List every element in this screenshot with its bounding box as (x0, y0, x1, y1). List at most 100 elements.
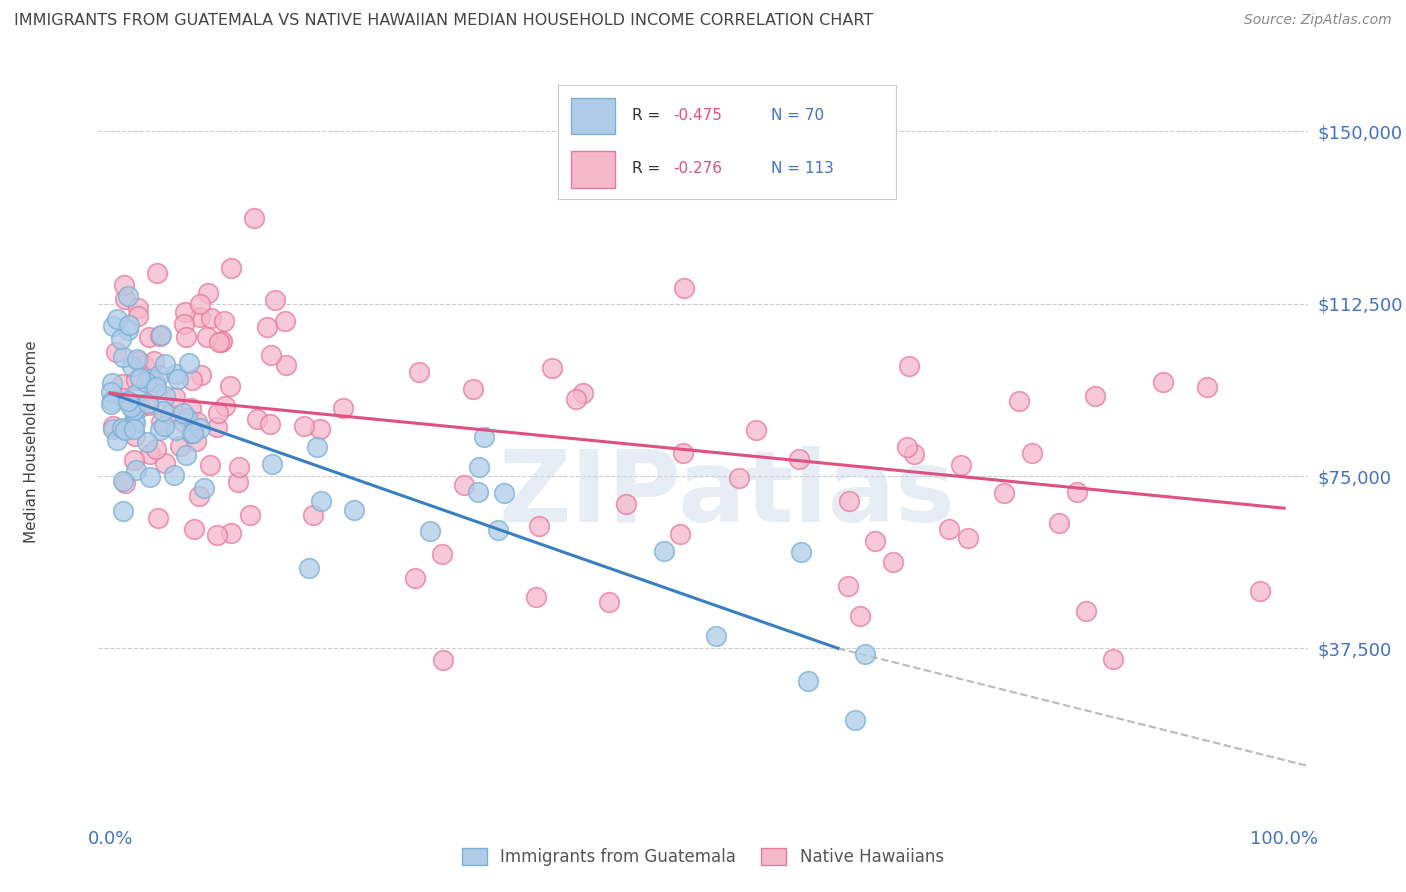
Point (209, 335, 232, 350)
Point (173, 305, 195, 319)
Point (744, 423, 766, 437)
Point (214, 400, 236, 414)
Point (207, 528, 229, 542)
Point (190, 368, 212, 383)
Point (184, 434, 207, 449)
Point (114, 475, 136, 490)
Point (188, 489, 211, 503)
Point (524, 591, 547, 605)
Point (180, 426, 202, 441)
Point (153, 456, 176, 470)
Point (129, 370, 152, 384)
Point (138, 398, 160, 412)
Point (207, 406, 229, 420)
Point (181, 374, 204, 388)
Point (837, 579, 859, 593)
Point (127, 301, 149, 316)
Point (896, 440, 918, 454)
Point (138, 329, 160, 343)
Point (177, 356, 200, 370)
Point (127, 309, 149, 323)
Point (166, 372, 188, 386)
Point (343, 502, 366, 516)
Point (125, 373, 148, 387)
Point (256, 319, 278, 334)
Point (292, 419, 315, 434)
Point (114, 423, 136, 437)
Point (125, 386, 148, 401)
Point (181, 426, 204, 441)
Point (143, 376, 166, 390)
Point (149, 327, 172, 342)
Point (173, 317, 195, 331)
Point (188, 421, 211, 435)
Point (112, 391, 135, 405)
Point (135, 375, 157, 389)
Point (118, 318, 141, 333)
Point (302, 508, 325, 522)
Point (120, 400, 142, 414)
Point (208, 335, 231, 350)
Point (228, 460, 250, 475)
Point (153, 418, 176, 433)
Point (169, 439, 191, 453)
Point (903, 447, 925, 461)
Point (461, 382, 484, 396)
Point (152, 403, 174, 417)
Point (193, 481, 215, 495)
Point (110, 332, 132, 346)
Point (124, 416, 146, 430)
Point (174, 330, 197, 344)
Point (853, 647, 876, 661)
Point (408, 365, 430, 379)
Point (993, 486, 1015, 500)
Point (797, 674, 820, 689)
Point (197, 285, 219, 300)
Point (117, 322, 139, 336)
Point (541, 361, 564, 376)
Point (132, 358, 155, 372)
Point (308, 422, 330, 436)
Point (704, 629, 727, 643)
Point (111, 350, 134, 364)
Point (309, 494, 332, 508)
Point (163, 390, 186, 404)
Point (129, 400, 152, 414)
Point (153, 357, 176, 371)
Point (432, 653, 454, 667)
Point (183, 522, 205, 536)
Point (882, 555, 904, 569)
Point (139, 372, 162, 386)
Point (214, 313, 236, 327)
Point (180, 401, 202, 415)
Point (1074, 604, 1097, 618)
Point (259, 417, 281, 432)
Point (173, 415, 195, 429)
Point (124, 453, 146, 467)
Point (472, 430, 495, 444)
Point (105, 433, 128, 447)
Point (121, 359, 143, 373)
Point (949, 458, 972, 472)
Point (139, 470, 162, 484)
Point (101, 418, 124, 433)
Point (159, 407, 181, 421)
Point (467, 485, 489, 500)
Point (146, 511, 169, 525)
Point (117, 289, 139, 303)
Point (100, 376, 122, 391)
Point (728, 471, 751, 485)
Point (145, 380, 167, 394)
Point (101, 318, 124, 333)
Point (145, 442, 167, 456)
Point (219, 378, 242, 392)
Point (669, 527, 692, 541)
Point (332, 401, 354, 416)
Point (264, 293, 287, 307)
Point (148, 368, 170, 382)
Point (111, 376, 134, 391)
Point (844, 713, 866, 727)
Point (430, 547, 453, 561)
Point (198, 458, 221, 472)
Point (149, 423, 172, 437)
